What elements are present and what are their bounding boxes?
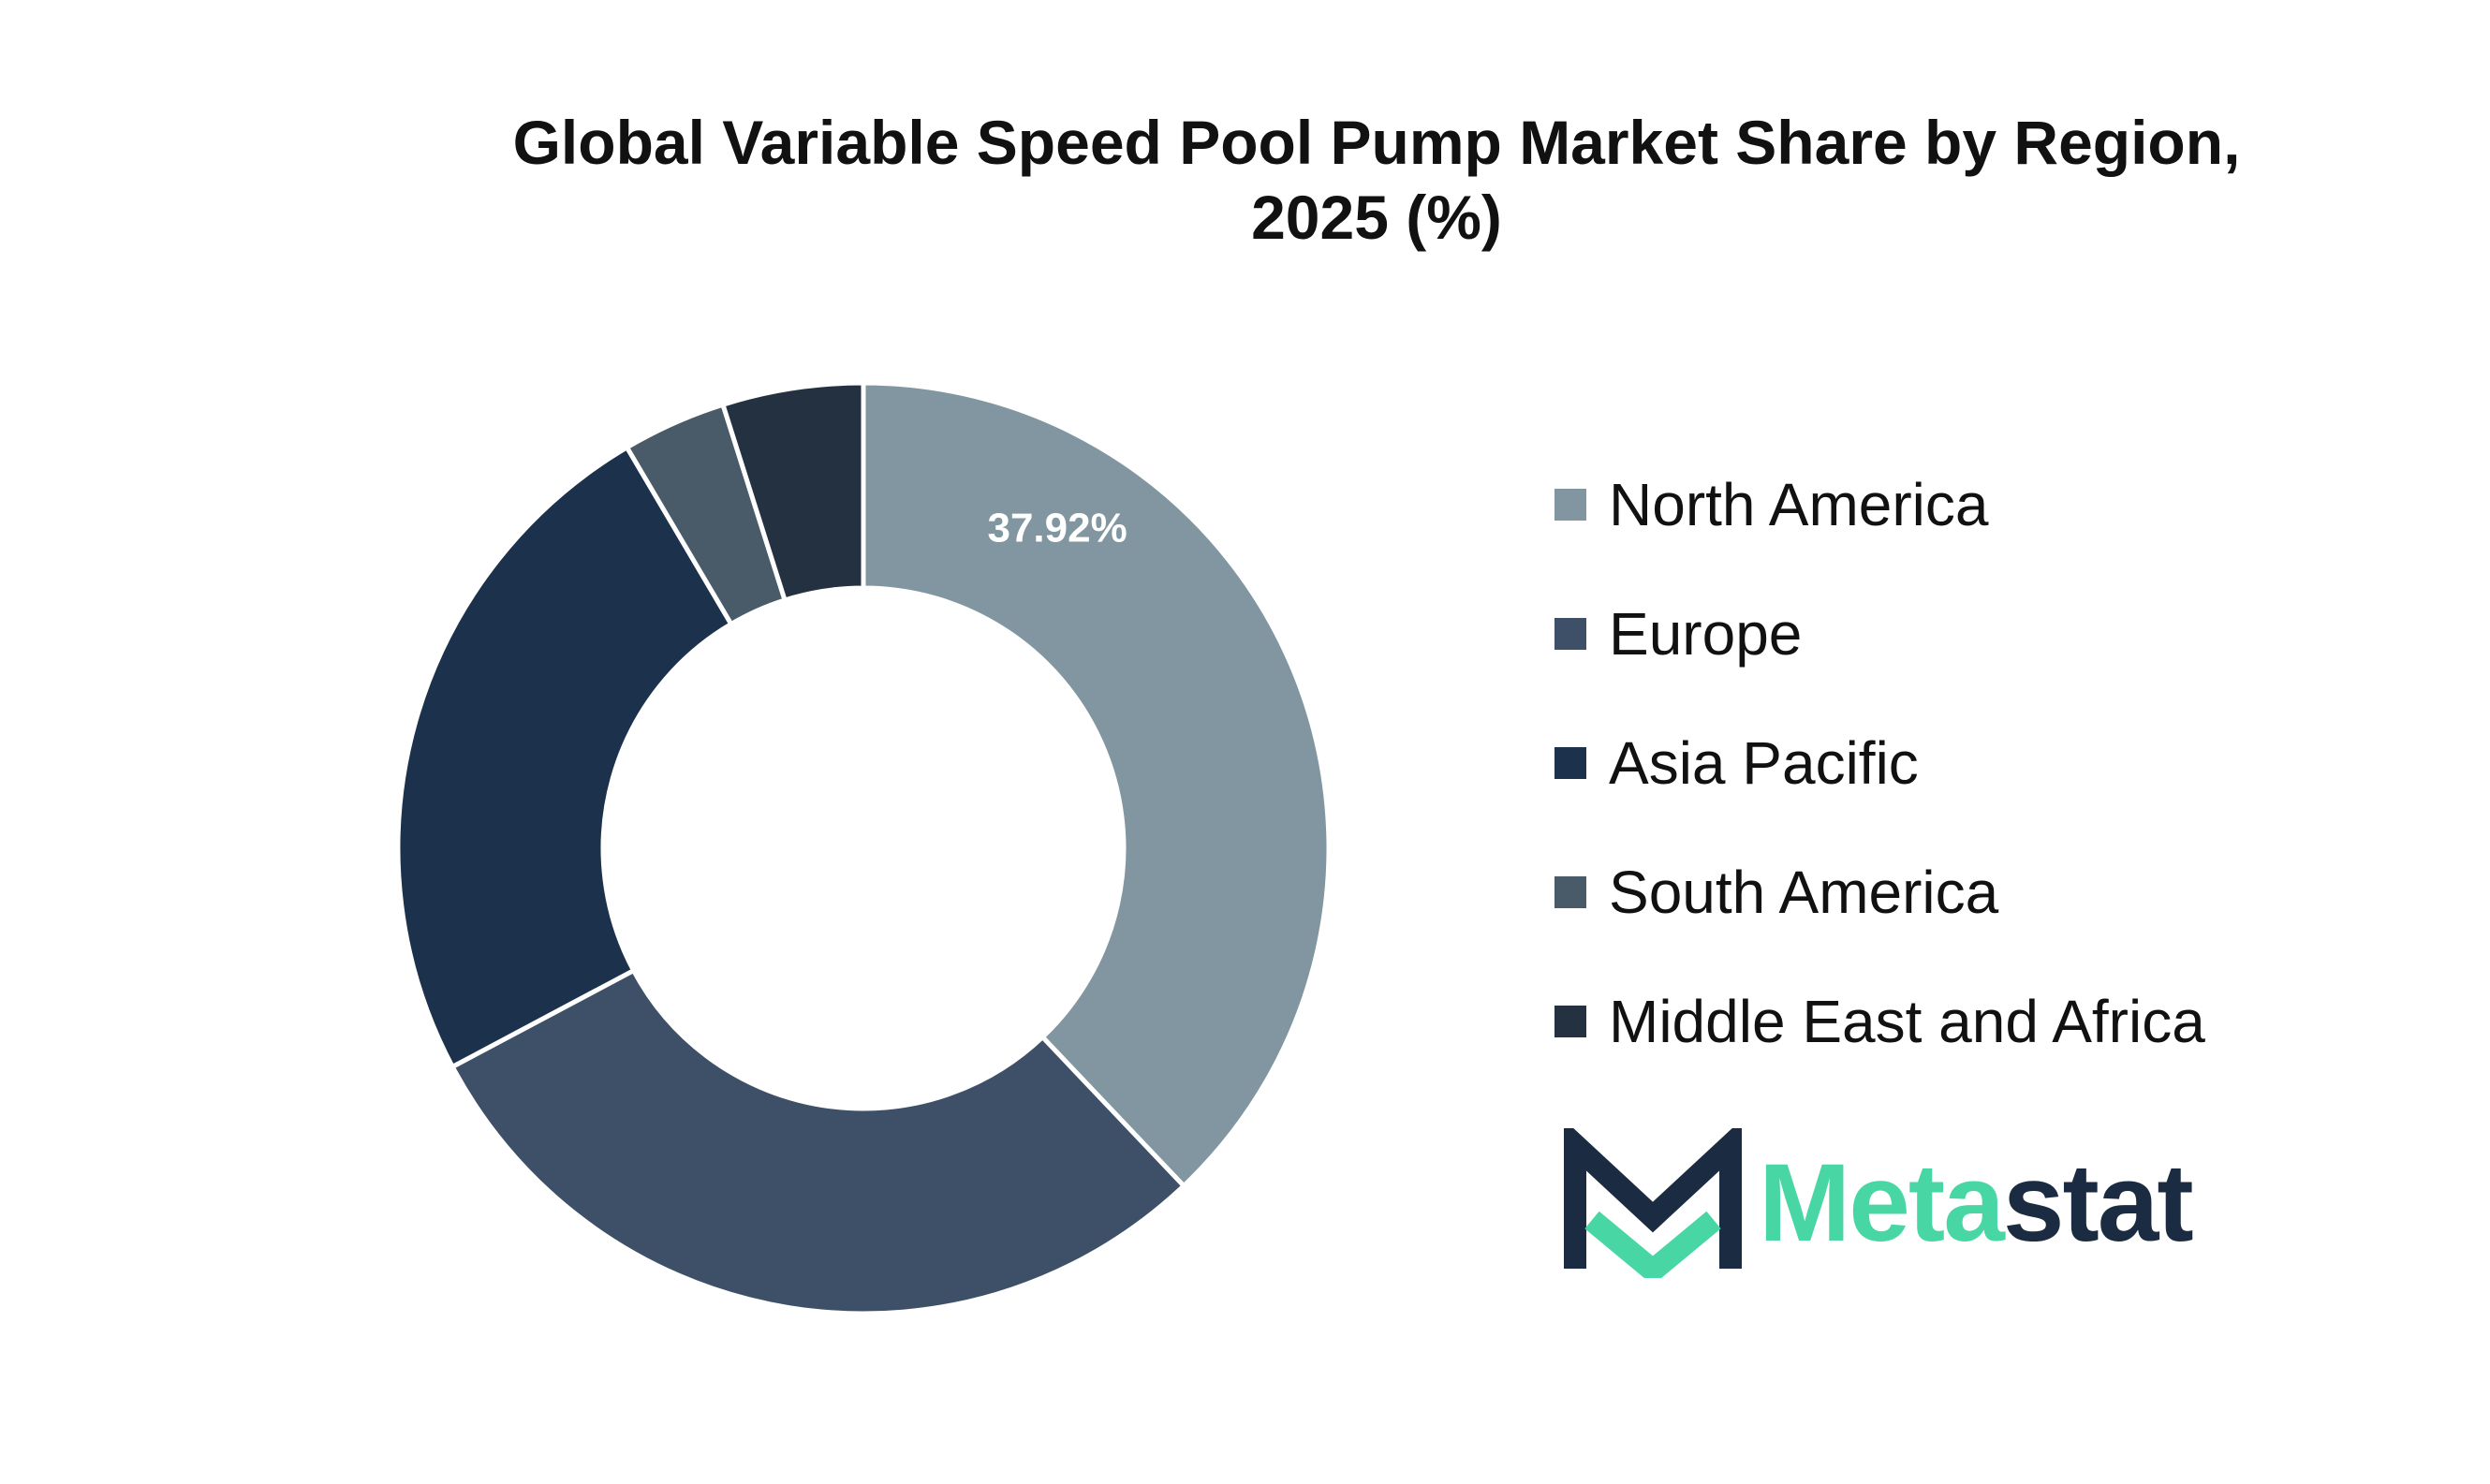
- donut-slice-europe: [449, 967, 1187, 1316]
- donut-data-labels: 37.92%: [987, 505, 1127, 551]
- metastat-logo: Metastat: [1564, 1128, 2194, 1278]
- donut-slice-north-america: [861, 380, 1332, 1190]
- donut-data-label: 37.92%: [987, 505, 1127, 551]
- metastat-logo-text: Metastat: [1759, 1139, 2194, 1267]
- legend-label: North America: [1609, 471, 1989, 538]
- legend-label: Asia Pacific: [1609, 729, 1919, 797]
- legend-swatch: [1554, 747, 1586, 779]
- chart-title-line-1: Global Variable Speed Pool Pump Market S…: [512, 108, 2241, 177]
- legend-item-south-america: South America: [1554, 828, 2205, 957]
- legend-label: Europe: [1609, 600, 1803, 668]
- metastat-logo-icon: [1564, 1128, 1742, 1278]
- legend-item-europe: Europe: [1554, 569, 2205, 698]
- legend-swatch: [1554, 1006, 1586, 1037]
- donut-chart: 37.92%: [395, 380, 1332, 1316]
- legend-label: Middle East and Africa: [1609, 988, 2205, 1055]
- legend-item-middle-east-and-africa: Middle East and Africa: [1554, 957, 2205, 1086]
- donut-slice-middle-east-and-africa: [719, 380, 866, 604]
- legend-swatch: [1554, 489, 1586, 521]
- legend-item-asia-pacific: Asia Pacific: [1554, 698, 2205, 828]
- donut-slices: [395, 380, 1332, 1316]
- chart-title: Global Variable Speed Pool Pump Market S…: [393, 105, 2360, 255]
- chart-title-line-2: 2025 (%): [1251, 183, 1502, 252]
- logo-text-part-2: stat: [2002, 1141, 2194, 1265]
- legend-item-north-america: North America: [1554, 440, 2205, 569]
- legend-swatch: [1554, 618, 1586, 650]
- donut-slice-asia-pacific: [395, 444, 735, 1070]
- chart-legend: North America Europe Asia Pacific South …: [1554, 440, 2205, 1086]
- logo-text-part-1: Meta: [1759, 1141, 2005, 1265]
- legend-swatch: [1554, 876, 1586, 908]
- legend-label: South America: [1609, 859, 1999, 926]
